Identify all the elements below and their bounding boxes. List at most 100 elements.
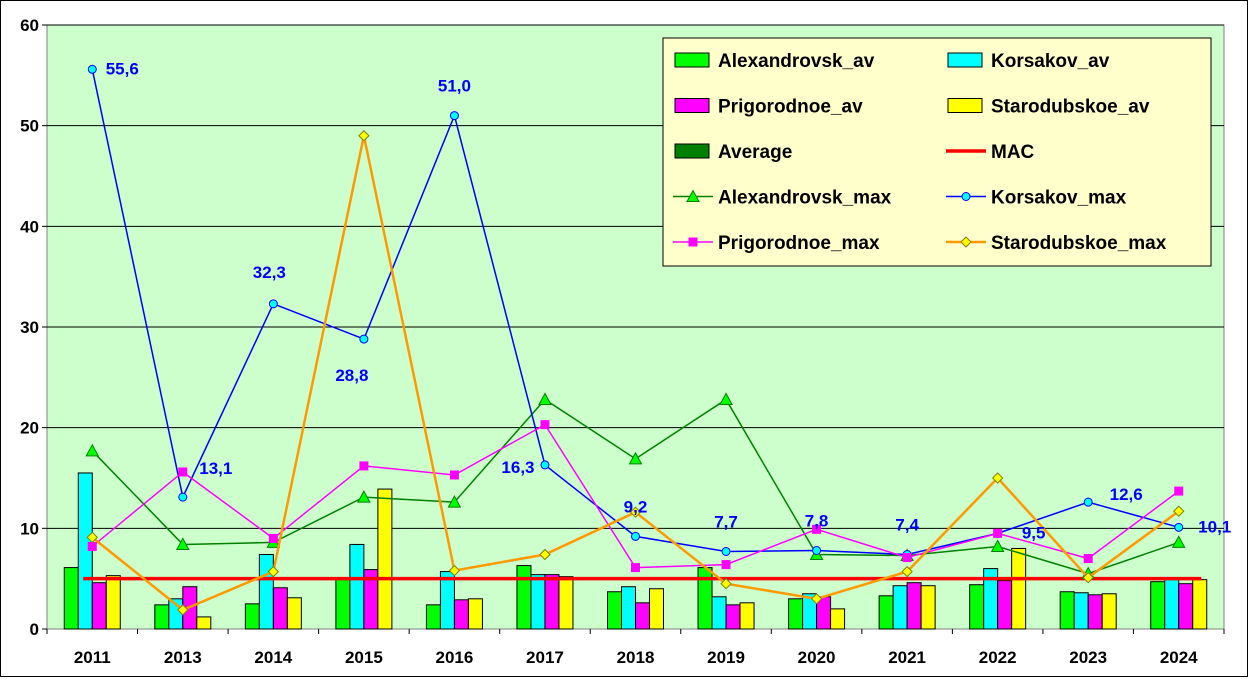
point-marker (85, 443, 100, 457)
bar (453, 599, 469, 630)
point-marker (178, 492, 188, 502)
x-tick-label: 2020 (798, 648, 836, 667)
point-marker (812, 545, 822, 555)
bar (558, 576, 574, 630)
point-marker (177, 604, 189, 616)
bar (725, 604, 741, 630)
y-tick-label: 10 (20, 519, 39, 538)
y-tick-label: 0 (30, 620, 39, 639)
bar (286, 597, 302, 630)
legend-label: Starodubskoe_av (991, 97, 1150, 118)
point-marker (267, 565, 280, 578)
bar (244, 603, 260, 630)
legend-label: Korsakov_av (991, 51, 1110, 72)
x-tick-label: 2022 (979, 648, 1017, 667)
bar (1150, 581, 1166, 630)
point-marker (539, 548, 551, 561)
bar (711, 596, 727, 630)
data-label: 16,3 (501, 458, 534, 477)
bar (272, 587, 288, 630)
bar (154, 604, 170, 630)
point-marker (359, 334, 369, 344)
x-tick-label: 2017 (526, 648, 564, 667)
y-tick-label: 40 (20, 217, 39, 236)
point-marker (991, 472, 1004, 484)
legend: Alexandrovsk_av Prigorodnoe_av Average Alex… (662, 37, 1212, 267)
bar (467, 598, 483, 630)
bar (621, 586, 636, 630)
data-labels: 55,6 13,1 32,3 28,8 51,0 16,3 9,2 7,7 7,8 7,4 9,5 1… (106, 59, 1232, 542)
data-label: 28,8 (335, 366, 368, 385)
bar (258, 554, 274, 630)
point-marker (629, 506, 642, 518)
point-marker (358, 130, 370, 142)
bar (91, 582, 107, 630)
data-label: 10,1 (1198, 517, 1231, 536)
legend-swatch (947, 98, 983, 113)
point-marker (268, 533, 278, 543)
x-tick-label: 2023 (1069, 648, 1107, 667)
x-tick-label: 2016 (436, 648, 474, 667)
point-marker (87, 541, 97, 551)
point-marker (86, 531, 98, 544)
legend-label: Korsakov_max (991, 188, 1127, 209)
point-marker (1082, 571, 1094, 584)
y-tick-label: 20 (20, 419, 39, 438)
legend-box (662, 37, 1212, 267)
bar (377, 488, 393, 630)
point-marker (357, 490, 371, 503)
bar (1087, 594, 1103, 630)
legend-label: Average (718, 142, 792, 163)
x-tick-label: 2013 (164, 648, 202, 667)
data-label: 12,6 (1110, 485, 1143, 504)
bar (1164, 578, 1180, 630)
point-marker (719, 392, 733, 405)
bar (196, 616, 212, 630)
point-marker (810, 593, 823, 605)
point-marker (1083, 554, 1093, 564)
legend-label: Prigorodnoe_max (718, 233, 880, 254)
x-tick-label: 2011 (74, 648, 111, 667)
line-series (83, 64, 1202, 616)
legend-label: Prigorodnoe_av (718, 97, 863, 118)
bar (335, 578, 351, 630)
point-marker (359, 461, 369, 471)
bar (830, 608, 846, 630)
point-marker (178, 467, 188, 477)
legend-label: Starodubskoe_max (991, 233, 1167, 254)
point-marker (1173, 505, 1185, 517)
bar (1059, 591, 1075, 630)
point-marker (175, 537, 190, 550)
bar (878, 595, 894, 630)
point-marker (268, 299, 278, 309)
point-marker (990, 539, 1005, 552)
point-marker (902, 553, 912, 563)
point-marker (993, 528, 1003, 538)
point-marker (87, 64, 97, 74)
legend-label: Alexandrovsk_av (718, 51, 875, 72)
bar (969, 584, 985, 630)
data-label: 32,3 (253, 263, 286, 282)
x-tick-label: 2015 (345, 648, 383, 667)
bar (906, 582, 922, 630)
point-marker (631, 531, 640, 541)
point-marker (686, 189, 700, 202)
x-tick-label: 2014 (254, 648, 292, 667)
bar (635, 602, 650, 630)
x-tick-label: 2024 (1160, 648, 1198, 667)
data-label: 55,6 (106, 59, 139, 78)
point-marker (720, 577, 732, 590)
bar (739, 602, 755, 630)
bar (997, 580, 1013, 630)
x-tick-label: 2019 (707, 648, 745, 667)
point-marker (721, 546, 731, 556)
x-axis-tick-labels: 2011 2013 2014 2015 2016 2017 2018 2019 2020 2021… (74, 648, 1198, 667)
point-marker (901, 565, 913, 578)
bar (1178, 583, 1194, 630)
point-marker (540, 420, 550, 430)
bar-series (63, 472, 1208, 630)
point-marker (1174, 522, 1184, 532)
point-marker (721, 560, 731, 570)
